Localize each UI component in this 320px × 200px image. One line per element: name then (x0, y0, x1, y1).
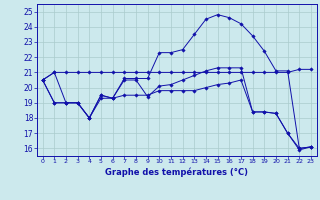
X-axis label: Graphe des températures (°C): Graphe des températures (°C) (105, 167, 248, 177)
